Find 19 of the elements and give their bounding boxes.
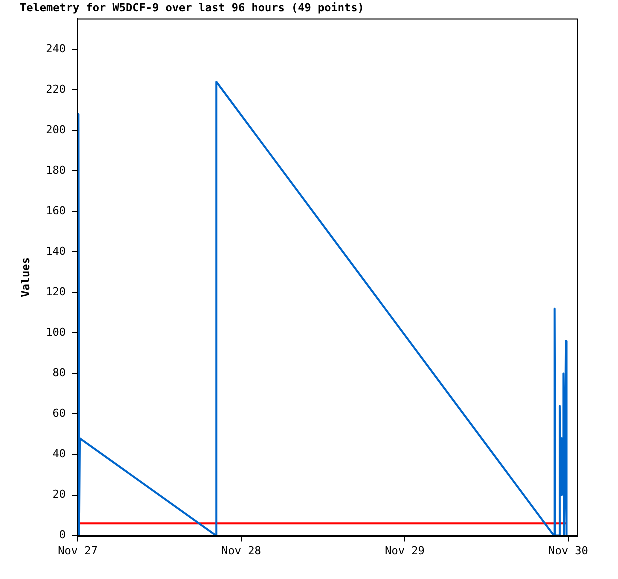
y-tick-label: 180 [46,164,66,177]
x-tick-label: Nov 29 [385,544,425,558]
y-tick-label: 40 [52,448,66,461]
y-tick-label: 140 [46,245,66,258]
y-tick-label: 200 [46,123,66,136]
y-tick-label: 80 [52,366,66,380]
x-tick-label: Nov 28 [222,544,262,558]
y-tick-label: 60 [52,407,66,420]
x-tick-label: Nov 30 [548,544,588,558]
x-tick-label: Nov 27 [58,544,98,558]
y-tick-label: 220 [46,82,66,96]
y-tick-label: 20 [52,488,66,502]
y-tick-label: 0 [59,528,66,542]
y-axis-title: Values [19,258,32,298]
y-tick-label: 100 [46,326,66,340]
y-tick-label: 240 [46,42,66,56]
chart-title: Telemetry for W5DCF-9 over last 96 hours (49 points) [20,1,364,14]
y-tick-label: 120 [46,286,66,299]
y-tick-label: 160 [46,204,66,218]
